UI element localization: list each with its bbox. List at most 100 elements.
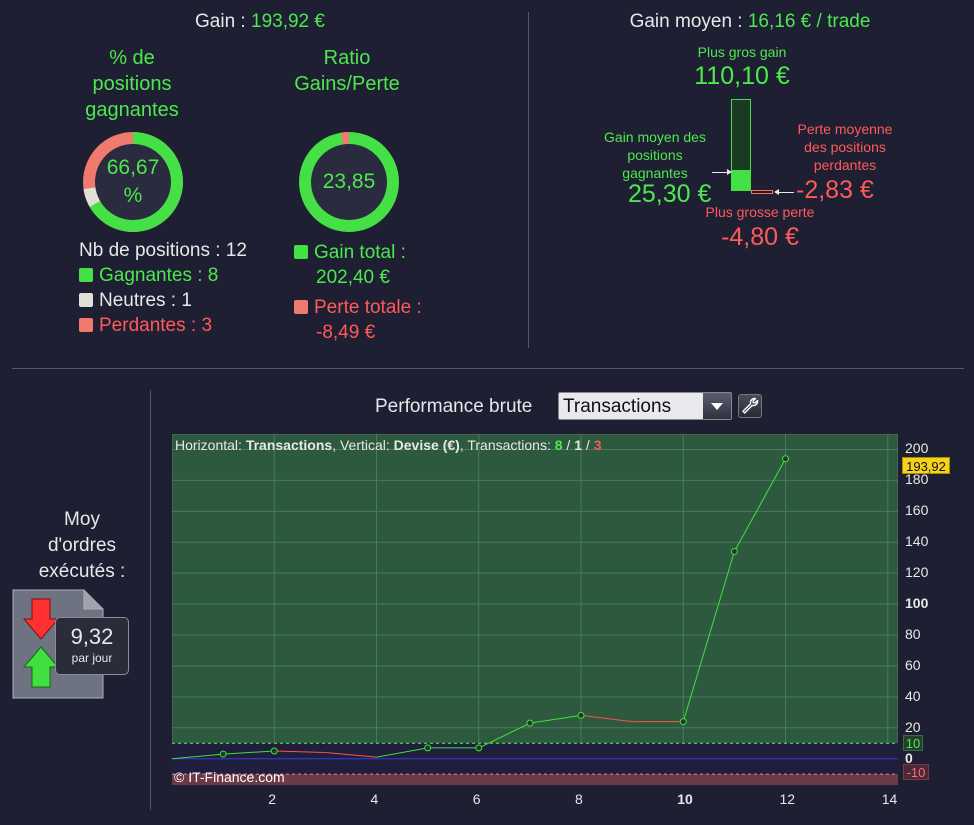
info-vertical-label: , Vertical:	[332, 437, 394, 453]
data-point	[730, 548, 738, 556]
chart-watermark: © IT-Finance.com	[174, 769, 285, 785]
top-vertical-divider	[528, 12, 529, 348]
loss-gauge	[751, 190, 773, 194]
ratio-title: Ratio Gains/Perte	[292, 45, 402, 97]
orders-title-line: d'ordres	[47, 535, 117, 556]
gain-moyen-value: 16,16 € / trade	[747, 11, 871, 32]
info-vertical-value: Devise (€)	[393, 437, 460, 453]
series-segment	[172, 753, 224, 760]
data-point	[679, 718, 687, 726]
horizontal-axis-select[interactable]: Transactions	[558, 392, 732, 420]
info-trans-label: , Transactions:	[459, 437, 555, 453]
series-segment	[580, 714, 633, 723]
arrow-right-head	[727, 169, 732, 175]
last-value-label: 193,92	[902, 457, 950, 474]
horizontal-divider	[12, 368, 964, 369]
orders-title-line: Moy	[64, 509, 100, 530]
x-tick-label: 4	[370, 791, 379, 807]
green-square-icon	[294, 245, 308, 259]
data-point	[270, 747, 278, 755]
gain-value: 193,92 €	[251, 11, 325, 32]
perdantes-text: Perdantes : 3	[99, 315, 213, 336]
win-rate-donut	[83, 132, 184, 232]
win-rate-number: 66,67	[106, 156, 160, 179]
data-point	[526, 719, 534, 727]
chart-background	[172, 434, 898, 785]
perte-moyenne-label: Perte moyenne des positions perdantes	[790, 120, 900, 174]
x-tick-label: 2	[268, 791, 277, 807]
gain-moyen-pos-line: gagnantes	[622, 165, 688, 181]
lower-threshold-label: -10	[903, 764, 929, 780]
info-horizontal-value: Transactions	[245, 437, 333, 453]
gain-moyen-pos-line: positions	[627, 147, 683, 163]
win-pct-title: % de positions gagnantes	[62, 45, 202, 123]
white-square-icon	[79, 293, 93, 307]
series-segment	[325, 752, 377, 758]
x-tick-label: 14	[881, 791, 898, 807]
info-horizontal-label: Horizontal:	[175, 437, 246, 453]
settings-wrench-button[interactable]	[738, 394, 762, 418]
info-separator: /	[562, 437, 575, 453]
legend-perdantes: Perdantes : 3	[79, 315, 212, 337]
neutres-text: Neutres : 1	[99, 290, 192, 311]
perte-totale-value: -8,49 €	[316, 322, 376, 343]
legend-neutres: Neutres : 1	[79, 290, 192, 312]
loss-zone	[172, 774, 898, 785]
perte-moyenne-line: des positions	[804, 139, 886, 155]
plus-grosse-perte-label: Plus grosse perte	[705, 204, 815, 220]
ratio-title-line: Ratio	[323, 47, 371, 69]
data-point	[782, 455, 790, 463]
gain-gauge	[731, 99, 751, 191]
series-segment	[223, 750, 275, 755]
gain-moyen-positions-value: 25,30 €	[628, 180, 712, 208]
green-square-icon	[79, 268, 93, 282]
chart-info: Horizontal: Transactions, Vertical: Devi…	[175, 437, 601, 453]
win-pct-title-line: % de	[109, 47, 155, 69]
gain-moyen-header: Gain moyen : 16,16 € / trade	[590, 11, 910, 33]
select-value: Transactions	[563, 396, 672, 417]
win-rate-unit: %	[123, 184, 143, 207]
y-tick-label: 80	[905, 626, 921, 642]
data-point	[577, 711, 585, 719]
data-point	[424, 744, 432, 752]
y-tick-label: 60	[905, 656, 921, 673]
performance-chart: © IT-Finance.com	[172, 434, 898, 785]
ratio-title-line: Gains/Perte	[294, 73, 400, 95]
chart-series	[172, 455, 790, 760]
x-tick-label: 10	[677, 791, 693, 807]
y-tick-label: 120	[905, 564, 929, 581]
gain-total-value: 202,40 €	[316, 267, 390, 288]
orders-unit: par jour	[71, 651, 113, 665]
wrench-icon	[742, 397, 759, 414]
perte-moyenne-value: -2,83 €	[796, 176, 874, 204]
gain-moyen-positions-label: Gain moyen des positions gagnantes	[595, 128, 715, 182]
series-segment	[733, 458, 786, 552]
y-tick-label: 200	[905, 440, 929, 457]
orders-title: Moy d'ordres exécutés :	[20, 507, 144, 585]
orders-per-day-badge: 9,32 par jour	[55, 617, 129, 675]
y-tick-label: 40	[905, 687, 921, 704]
series-segment	[478, 722, 531, 749]
nb-positions: Nb de positions : 12	[79, 240, 247, 261]
win-pct-title-line: gagnantes	[85, 99, 179, 121]
x-tick-label: 8	[575, 791, 583, 807]
win-pct-title-line: positions	[92, 73, 172, 95]
red-square-icon	[79, 318, 93, 332]
orders-title-line: exécutés :	[38, 561, 126, 582]
orders-value: 9,32	[70, 624, 114, 649]
gain-moyen-pos-line: Gain moyen des	[604, 129, 706, 145]
info-win-count: 8	[554, 437, 563, 453]
perte-moyenne-line: perdantes	[813, 157, 877, 173]
series-segment	[376, 747, 428, 758]
y-tick-label: 180	[905, 471, 929, 488]
perte-moyenne-line: Perte moyenne	[797, 121, 893, 137]
y-tick-label: 0	[905, 749, 913, 766]
x-tick-label: 6	[472, 791, 481, 807]
gain-total: Gain total : 202,40 €	[294, 240, 406, 290]
ratio-donut	[299, 131, 399, 232]
chevron-down-icon[interactable]	[703, 393, 731, 419]
info-neutral-count: 1	[574, 437, 583, 453]
y-tick-label: 160	[905, 502, 929, 519]
gain-gauge-fill	[732, 170, 750, 190]
win-rate-value: 66,67 %	[83, 154, 183, 210]
